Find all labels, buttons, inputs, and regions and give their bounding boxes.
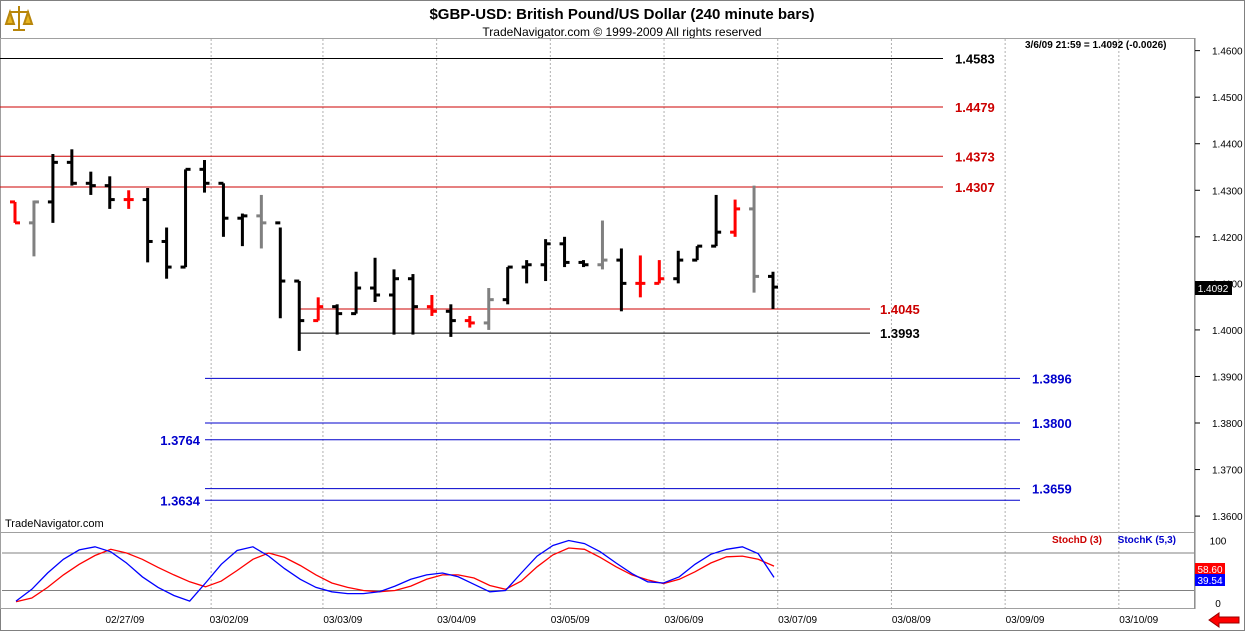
ohlc-bar bbox=[237, 213, 248, 247]
stochastic-axis-tick-label: 100 bbox=[1210, 537, 1227, 548]
price-axis-tick-label: 1.3700 bbox=[1212, 466, 1243, 477]
ohlc-bar bbox=[123, 190, 134, 209]
level-label: 1.3993 bbox=[880, 326, 920, 341]
price-axis-tick-label: 1.3600 bbox=[1212, 512, 1243, 523]
price-axis-tick-label: 1.4600 bbox=[1212, 47, 1243, 58]
level-label: 1.3659 bbox=[1032, 482, 1072, 497]
ohlc-bar bbox=[47, 153, 58, 223]
scroll-left-arrow-icon[interactable] bbox=[1207, 612, 1241, 628]
level-label: 1.3800 bbox=[1032, 416, 1072, 431]
ohlc-bar bbox=[540, 239, 551, 282]
ohlc-bar bbox=[445, 304, 456, 337]
ohlc-bar bbox=[673, 250, 684, 284]
date-axis-label: 02/27/09 bbox=[105, 615, 144, 626]
price-axis-tick-label: 1.3900 bbox=[1212, 372, 1243, 383]
date-axis-label: 03/06/09 bbox=[664, 615, 703, 626]
ohlc-bar bbox=[389, 269, 399, 335]
ohlc-bar bbox=[464, 315, 475, 328]
price-readout: 3/6/09 21:59 = 1.4092 (-0.0026) bbox=[1025, 40, 1167, 51]
watermark-text: TradeNavigator.com bbox=[5, 518, 104, 530]
stochd-readout: 58.60 bbox=[1197, 565, 1222, 576]
date-axis-label: 03/04/09 bbox=[437, 615, 476, 626]
ohlc-bar bbox=[635, 255, 646, 298]
stochd-line bbox=[15, 547, 775, 603]
ohlc-bar bbox=[711, 194, 722, 248]
level-label: 1.4479 bbox=[955, 100, 995, 115]
level-label: 1.4583 bbox=[955, 52, 995, 67]
level-label: 1.4307 bbox=[955, 180, 995, 195]
ohlc-bar bbox=[10, 200, 20, 225]
ohlc-bar bbox=[502, 265, 513, 305]
last-price-marker: 1.4092 bbox=[1195, 281, 1232, 295]
chart-title: $GBP-USD: British Pound/US Dollar (240 m… bbox=[429, 6, 814, 23]
ohlc-bar bbox=[294, 279, 305, 351]
ohlc-bar bbox=[654, 260, 665, 285]
ohlc-bar bbox=[66, 149, 77, 186]
level-label: 1.3764 bbox=[160, 433, 201, 448]
stochk-line bbox=[15, 539, 775, 602]
price-axis-tick-label: 1.4000 bbox=[1212, 326, 1243, 337]
ohlc-bar bbox=[351, 271, 362, 316]
price-axis-tick-label: 1.4400 bbox=[1212, 140, 1243, 151]
ohlc-bar bbox=[426, 295, 437, 316]
ohlc-bar bbox=[85, 171, 96, 195]
date-axis-label: 03/09/09 bbox=[1006, 615, 1045, 626]
stochk-readout: 39.54 bbox=[1197, 576, 1222, 587]
ohlc-bar bbox=[407, 274, 418, 335]
ohlc-bar bbox=[180, 167, 191, 269]
date-axis-label: 03/07/09 bbox=[778, 615, 817, 626]
ohlc-bar bbox=[142, 187, 153, 263]
price-axis-tick-label: 1.4500 bbox=[1212, 93, 1243, 104]
chart-copyright: TradeNavigator.com © 1999-2009 All right… bbox=[482, 25, 761, 39]
level-label: 1.4373 bbox=[955, 149, 995, 164]
level-label: 1.3896 bbox=[1032, 371, 1072, 386]
ohlc-bar bbox=[199, 160, 210, 193]
ohlc-bar bbox=[768, 271, 778, 309]
ohlc-bar bbox=[313, 297, 324, 323]
price-axis-tick-label: 1.4200 bbox=[1212, 233, 1243, 244]
ohlc-bar bbox=[616, 248, 627, 312]
date-axis-label: 03/10/09 bbox=[1119, 615, 1158, 626]
ohlc-bar bbox=[332, 304, 343, 335]
price-axis-tick-label: 1.3800 bbox=[1212, 419, 1243, 430]
level-label: 1.3634 bbox=[160, 493, 201, 508]
date-axis-label: 03/02/09 bbox=[210, 615, 249, 626]
stochk-readout-marker: 39.54 bbox=[1195, 574, 1225, 587]
ohlc-bar bbox=[521, 260, 532, 284]
last-price-label: 1.4092 bbox=[1198, 284, 1229, 295]
ohlc-bar bbox=[559, 236, 570, 268]
trade-navigator-logo-icon bbox=[3, 3, 35, 35]
legend-stochd: StochD (3) bbox=[1052, 535, 1102, 546]
ohlc-bar bbox=[483, 288, 494, 330]
stochastic-axis-tick-label: 0 bbox=[1215, 599, 1221, 610]
date-axis-label: 03/03/09 bbox=[323, 615, 362, 626]
ohlc-bar bbox=[749, 185, 760, 293]
ohlc-bar bbox=[275, 221, 286, 319]
ohlc-bar bbox=[256, 194, 267, 249]
ohlc-bar bbox=[597, 220, 608, 270]
ohlc-bar bbox=[730, 199, 741, 237]
ohlc-bar bbox=[28, 200, 39, 257]
legend-stochk: StochK (5,3) bbox=[1118, 535, 1176, 546]
ohlc-bar bbox=[370, 257, 381, 302]
level-label: 1.4045 bbox=[880, 302, 920, 317]
ohlc-bar bbox=[218, 181, 229, 237]
ohlc-bar bbox=[104, 176, 115, 209]
ohlc-bar bbox=[578, 260, 589, 268]
stochd-readout-marker: 58.60 bbox=[1195, 563, 1225, 576]
ohlc-bar bbox=[161, 227, 172, 279]
date-axis-label: 03/05/09 bbox=[551, 615, 590, 626]
price-axis-tick-label: 1.4300 bbox=[1212, 186, 1243, 197]
ohlc-bar bbox=[692, 244, 703, 262]
date-axis-label: 03/08/09 bbox=[892, 615, 931, 626]
